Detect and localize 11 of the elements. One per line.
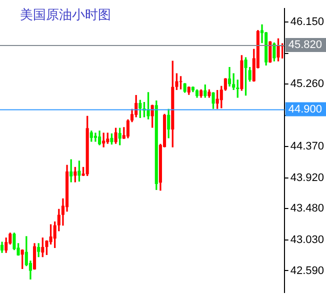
y-tick-label: 42.590: [290, 264, 324, 277]
y-tick-label: 43.920: [290, 172, 324, 184]
y-tick-label: 45.260: [290, 78, 324, 90]
ref-line-label: 45.820: [288, 38, 322, 51]
candlestick: [94, 132, 97, 142]
y-tick-label: 44.370: [290, 140, 324, 152]
y-tick-label: 43.030: [290, 234, 324, 246]
y-tick-label: 43.480: [290, 202, 324, 215]
ref-line-label: 44.900: [288, 103, 322, 116]
chart-title: 美国原油小时图: [20, 7, 111, 24]
y-tick-label: 46.150: [290, 16, 324, 28]
